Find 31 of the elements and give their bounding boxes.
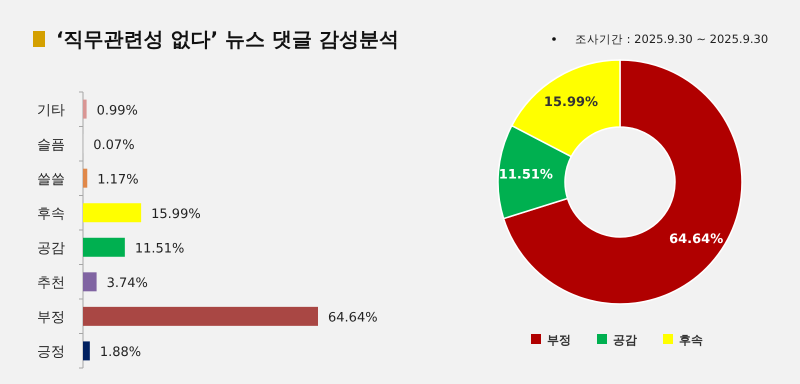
bar: [83, 306, 318, 326]
data-label: 3.74%: [106, 276, 148, 291]
data-label: 11.51%: [134, 241, 184, 256]
data-label: 0.07%: [93, 138, 135, 153]
text: 조사기간 : 2025.9.30 ~ 2025.9.30: [575, 32, 768, 46]
y-tick-label: 후속: [37, 206, 65, 222]
data-label: 15.99%: [151, 206, 201, 222]
bar: [83, 203, 142, 222]
data-label: 11.51%: [498, 168, 553, 183]
data-label: 64.64%: [328, 310, 378, 326]
data-label: 64.64%: [669, 232, 724, 247]
bar: [83, 272, 97, 292]
chart-title: ‘직무관련성 없다’ 뉴스 댓글 감성분석: [56, 27, 400, 51]
y-tick-label: 추천: [37, 274, 65, 291]
y-tick-label: 공감: [37, 240, 65, 256]
y-tick-label: 쓸쓸: [37, 171, 65, 188]
data-label: 0.99%: [96, 103, 138, 118]
legend-label: 부정: [547, 333, 571, 347]
bar: [83, 238, 125, 257]
bar: [83, 100, 87, 119]
legend-label: 후속: [679, 333, 703, 347]
y-tick-label: 기타: [37, 102, 65, 118]
data-label: 1.17%: [97, 172, 139, 188]
bar: [83, 341, 90, 360]
y-tick-label: 긍정: [37, 344, 65, 360]
legend-label: 공감: [613, 333, 637, 347]
data-label: 15.99%: [544, 95, 598, 110]
y-tick-label: 슬픔: [37, 136, 65, 153]
bar: [83, 168, 88, 188]
data-label: 1.88%: [100, 344, 142, 360]
y-tick-label: 부정: [37, 309, 65, 326]
